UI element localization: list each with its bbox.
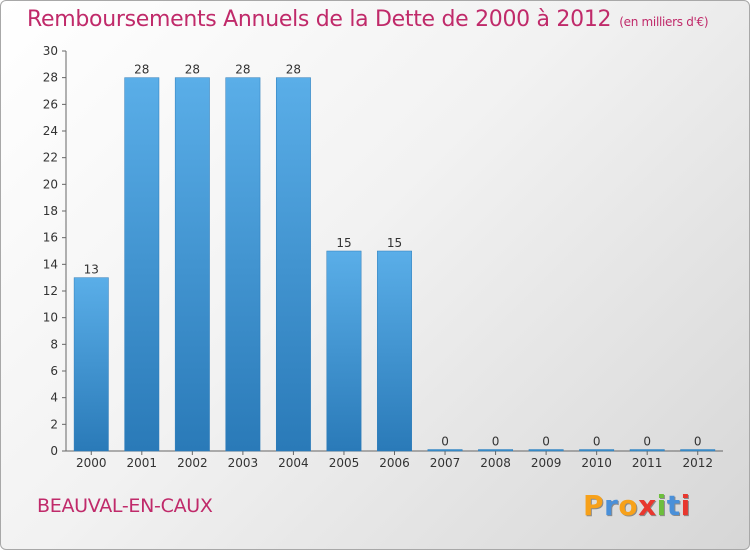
data-label-2005: 15 <box>336 236 351 250</box>
unit-note: (en milliers d'€) <box>619 15 709 29</box>
y-tick-label: 22 <box>43 151 58 165</box>
x-tick-label-2009: 2009 <box>531 456 562 470</box>
chart-title-text: Remboursements Annuels de la Dette de 20… <box>27 7 612 32</box>
bar-2000 <box>73 277 109 452</box>
bar-2001 <box>124 77 160 452</box>
x-tick-label-2005: 2005 <box>329 456 360 470</box>
bar-2011 <box>629 449 665 452</box>
y-tick-label: 20 <box>43 177 58 191</box>
bar-2005 <box>326 250 362 452</box>
bar-2002 <box>174 77 210 452</box>
y-tick-label: 24 <box>43 124 58 138</box>
y-tick-label: 16 <box>43 231 58 245</box>
data-label-2008: 0 <box>492 435 500 449</box>
data-label-2004: 28 <box>286 63 301 77</box>
logo-letter: P <box>583 489 605 522</box>
y-tick-label: 6 <box>50 364 58 378</box>
bar-2008 <box>478 449 514 452</box>
y-tick-label: 26 <box>43 97 58 111</box>
bar-2012 <box>680 449 716 452</box>
x-tick-label-2002: 2002 <box>177 456 208 470</box>
x-tick-label-2001: 2001 <box>127 456 158 470</box>
data-label-2007: 0 <box>441 435 449 449</box>
data-label-2012: 0 <box>694 435 702 449</box>
logo-letter: o <box>618 489 639 522</box>
x-tick-label-2011: 2011 <box>632 456 663 470</box>
data-label-2010: 0 <box>593 435 601 449</box>
data-label-2003: 28 <box>235 63 250 77</box>
bar-2006 <box>377 250 412 452</box>
x-tick-label-2006: 2006 <box>379 456 410 470</box>
bar-2004 <box>275 77 311 452</box>
x-tick-label-2000: 2000 <box>76 456 107 470</box>
chart-title: Remboursements Annuels de la Dette de 20… <box>27 7 709 32</box>
y-tick-label: 30 <box>43 44 58 58</box>
data-label-2009: 0 <box>542 435 550 449</box>
bar-2003 <box>225 77 261 452</box>
y-tick-label: 4 <box>50 391 58 405</box>
logo-letter: t <box>666 489 681 522</box>
y-tick-label: 0 <box>50 444 58 458</box>
x-tick-label-2004: 2004 <box>278 456 309 470</box>
data-label-2006: 15 <box>387 236 402 250</box>
logo-letter: r <box>604 489 619 522</box>
y-tick-label: 2 <box>50 417 58 431</box>
logo-letter: x <box>638 489 657 522</box>
data-label-2001: 28 <box>134 63 149 77</box>
proxiti-logo: Proxiti <box>583 489 691 522</box>
x-tick-label-2007: 2007 <box>430 456 461 470</box>
y-tick-label: 10 <box>43 311 58 325</box>
y-tick-label: 28 <box>43 71 58 85</box>
logo-letter: i <box>656 489 667 522</box>
y-tick-label: 18 <box>43 204 58 218</box>
y-tick-label: 14 <box>43 257 58 271</box>
bar-2009 <box>528 449 564 452</box>
y-tick-label: 12 <box>43 284 58 298</box>
bar-2010 <box>579 449 615 452</box>
x-tick-label-2003: 2003 <box>228 456 259 470</box>
y-tick-label: 8 <box>50 337 58 351</box>
x-tick-label-2010: 2010 <box>581 456 612 470</box>
commune-name: BEAUVAL-EN-CAUX <box>37 495 213 517</box>
logo-letter: i <box>680 489 691 522</box>
bar-2007 <box>427 449 463 452</box>
bars: 13 28 28 28 28 15 15 0 0 0 0 0 0 <box>73 63 716 452</box>
data-label-2000: 13 <box>84 263 99 277</box>
x-tick-label-2012: 2012 <box>682 456 713 470</box>
data-label-2011: 0 <box>643 435 651 449</box>
x-tick-label-2008: 2008 <box>480 456 511 470</box>
data-label-2002: 28 <box>185 63 200 77</box>
x-axis: 2000 2001 2002 2003 2004 2005 2006 2007 2008 2009… <box>66 450 723 470</box>
